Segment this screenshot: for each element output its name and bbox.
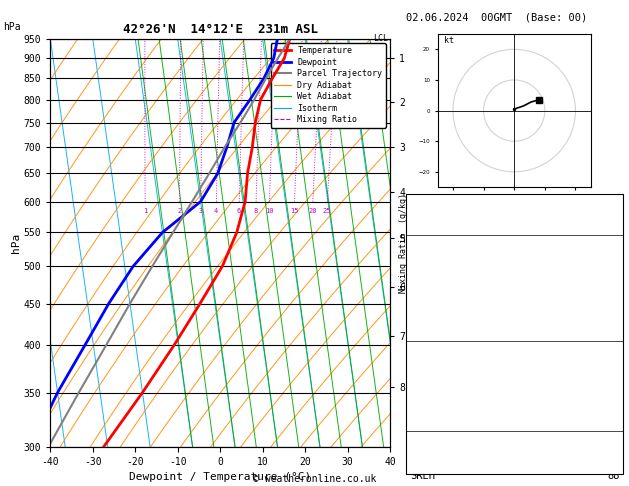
Text: 3: 3: [199, 208, 203, 214]
Text: Hodograph: Hodograph: [486, 439, 542, 449]
Text: 6: 6: [237, 208, 241, 214]
Text: Lifted Index: Lifted Index: [411, 398, 486, 407]
Text: Dewp (°C): Dewp (°C): [411, 276, 467, 285]
Text: kt: kt: [444, 36, 454, 45]
Text: CIN (J): CIN (J): [411, 340, 455, 349]
Text: 28: 28: [607, 202, 620, 212]
Text: 0: 0: [613, 340, 620, 349]
Text: 22: 22: [607, 455, 620, 465]
Text: 41: 41: [607, 218, 620, 228]
Legend: Temperature, Dewpoint, Parcel Trajectory, Dry Adiabat, Wet Adiabat, Isotherm, Mi: Temperature, Dewpoint, Parcel Trajectory…: [271, 43, 386, 128]
Text: 2.88: 2.88: [594, 234, 620, 244]
Text: hPa: hPa: [3, 22, 21, 32]
Title: 42°26'N  14°12'E  231m ASL: 42°26'N 14°12'E 231m ASL: [123, 23, 318, 36]
Text: Totals Totals: Totals Totals: [411, 218, 492, 228]
Text: 2: 2: [177, 208, 182, 214]
Text: 1: 1: [143, 208, 147, 214]
Text: 15: 15: [290, 208, 298, 214]
Y-axis label: hPa: hPa: [11, 233, 21, 253]
Text: 6: 6: [613, 308, 620, 317]
Text: 02.06.2024  00GMT  (Base: 00): 02.06.2024 00GMT (Base: 00): [406, 12, 587, 22]
Text: 88: 88: [607, 471, 620, 481]
Text: 4: 4: [214, 208, 218, 214]
Text: 16.4: 16.4: [594, 260, 620, 269]
Text: Surface: Surface: [493, 243, 536, 253]
Text: CIN (J): CIN (J): [411, 430, 455, 439]
Text: 700: 700: [601, 365, 620, 375]
Text: 323: 323: [601, 382, 620, 391]
Text: SREH: SREH: [411, 471, 436, 481]
Text: 10: 10: [265, 208, 274, 214]
Text: 8: 8: [253, 208, 258, 214]
Text: 25: 25: [323, 208, 331, 214]
Text: 0: 0: [613, 430, 620, 439]
Text: PW (cm): PW (cm): [411, 234, 455, 244]
Text: © weatheronline.co.uk: © weatheronline.co.uk: [253, 473, 376, 484]
Text: 0: 0: [613, 324, 620, 333]
Text: 3: 3: [613, 398, 620, 407]
Text: 20: 20: [308, 208, 316, 214]
Text: θₑ(K): θₑ(K): [411, 292, 442, 301]
Text: 13.5: 13.5: [594, 276, 620, 285]
Text: 318: 318: [601, 292, 620, 301]
Text: θₑ (K): θₑ (K): [411, 382, 448, 391]
Text: Temp (°C): Temp (°C): [411, 260, 467, 269]
Text: K: K: [411, 202, 417, 212]
Y-axis label: km
ASL: km ASL: [408, 234, 429, 252]
X-axis label: Dewpoint / Temperature (°C): Dewpoint / Temperature (°C): [129, 472, 311, 483]
Text: 0: 0: [613, 414, 620, 423]
Text: CAPE (J): CAPE (J): [411, 414, 460, 423]
Text: LCL: LCL: [373, 35, 388, 43]
Text: EH: EH: [411, 455, 423, 465]
Text: CAPE (J): CAPE (J): [411, 324, 460, 333]
Text: Most Unstable: Most Unstable: [474, 349, 555, 359]
Text: Lifted Index: Lifted Index: [411, 308, 486, 317]
Text: Pressure (mb): Pressure (mb): [411, 365, 492, 375]
Text: Mixing Ratio  (g/kg): Mixing Ratio (g/kg): [399, 193, 408, 293]
